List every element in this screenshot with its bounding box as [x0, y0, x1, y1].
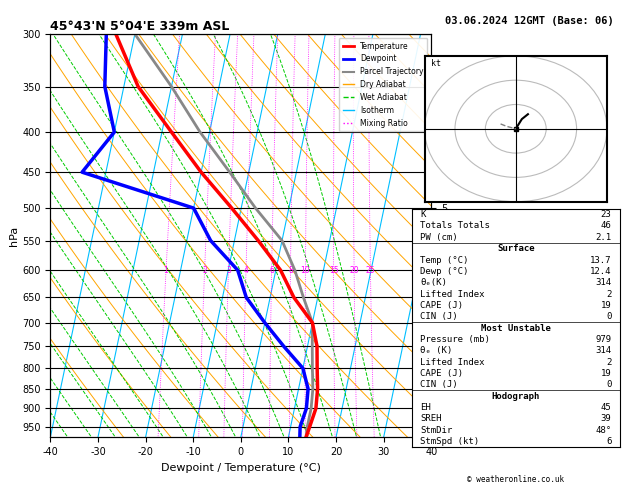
Text: 23: 23 — [601, 210, 611, 219]
Text: CAPE (J): CAPE (J) — [420, 369, 464, 378]
Text: 0: 0 — [606, 380, 611, 389]
Text: CIN (J): CIN (J) — [420, 380, 458, 389]
Legend: Temperature, Dewpoint, Parcel Trajectory, Dry Adiabat, Wet Adiabat, Isotherm, Mi: Temperature, Dewpoint, Parcel Trajectory… — [338, 38, 428, 131]
Text: Hodograph: Hodograph — [492, 392, 540, 400]
Text: 6: 6 — [269, 266, 274, 275]
Text: 45°43'N 5°04'E 339m ASL: 45°43'N 5°04'E 339m ASL — [50, 20, 230, 33]
Text: LCL: LCL — [477, 426, 492, 435]
Text: 4: 4 — [243, 266, 248, 275]
Text: 6: 6 — [606, 437, 611, 446]
Text: 13.7: 13.7 — [590, 256, 611, 264]
Text: 314: 314 — [595, 278, 611, 287]
Y-axis label: km
ASL: km ASL — [455, 236, 473, 257]
Text: 45: 45 — [601, 403, 611, 412]
Text: 39: 39 — [601, 414, 611, 423]
Text: Lifted Index: Lifted Index — [420, 290, 485, 298]
Text: 2: 2 — [606, 290, 611, 298]
Text: Lifted Index: Lifted Index — [420, 358, 485, 366]
Text: 2: 2 — [202, 266, 207, 275]
Text: 8: 8 — [288, 266, 293, 275]
Text: 12.4: 12.4 — [590, 267, 611, 276]
Text: CAPE (J): CAPE (J) — [420, 301, 464, 310]
Text: 0: 0 — [606, 312, 611, 321]
Text: © weatheronline.co.uk: © weatheronline.co.uk — [467, 474, 564, 484]
Text: kt: kt — [431, 59, 441, 68]
Text: 2: 2 — [606, 358, 611, 366]
Text: 2.1: 2.1 — [595, 233, 611, 242]
Text: Pressure (mb): Pressure (mb) — [420, 335, 490, 344]
Text: Dewp (°C): Dewp (°C) — [420, 267, 469, 276]
Text: θₑ(K): θₑ(K) — [420, 278, 447, 287]
Text: StmSpd (kt): StmSpd (kt) — [420, 437, 479, 446]
Y-axis label: hPa: hPa — [9, 226, 19, 246]
Text: 46: 46 — [601, 222, 611, 230]
Text: StmDir: StmDir — [420, 426, 452, 434]
Text: Totals Totals: Totals Totals — [420, 222, 490, 230]
X-axis label: Dewpoint / Temperature (°C): Dewpoint / Temperature (°C) — [161, 463, 321, 473]
Text: 3: 3 — [226, 266, 231, 275]
Text: 1: 1 — [164, 266, 169, 275]
Text: θₑ (K): θₑ (K) — [420, 346, 452, 355]
Text: SREH: SREH — [420, 414, 442, 423]
Text: 19: 19 — [601, 301, 611, 310]
Text: 15: 15 — [329, 266, 338, 275]
Text: 48°: 48° — [595, 426, 611, 434]
Text: Temp (°C): Temp (°C) — [420, 256, 469, 264]
Text: CIN (J): CIN (J) — [420, 312, 458, 321]
Text: 19: 19 — [601, 369, 611, 378]
Text: EH: EH — [420, 403, 431, 412]
Text: 03.06.2024 12GMT (Base: 06): 03.06.2024 12GMT (Base: 06) — [445, 16, 614, 26]
Text: 20: 20 — [349, 266, 359, 275]
Text: 10: 10 — [301, 266, 310, 275]
Text: Most Unstable: Most Unstable — [481, 324, 551, 332]
Text: 979: 979 — [595, 335, 611, 344]
Text: 25: 25 — [365, 266, 376, 275]
Text: Surface: Surface — [497, 244, 535, 253]
Text: K: K — [420, 210, 426, 219]
Text: 314: 314 — [595, 346, 611, 355]
Text: PW (cm): PW (cm) — [420, 233, 458, 242]
